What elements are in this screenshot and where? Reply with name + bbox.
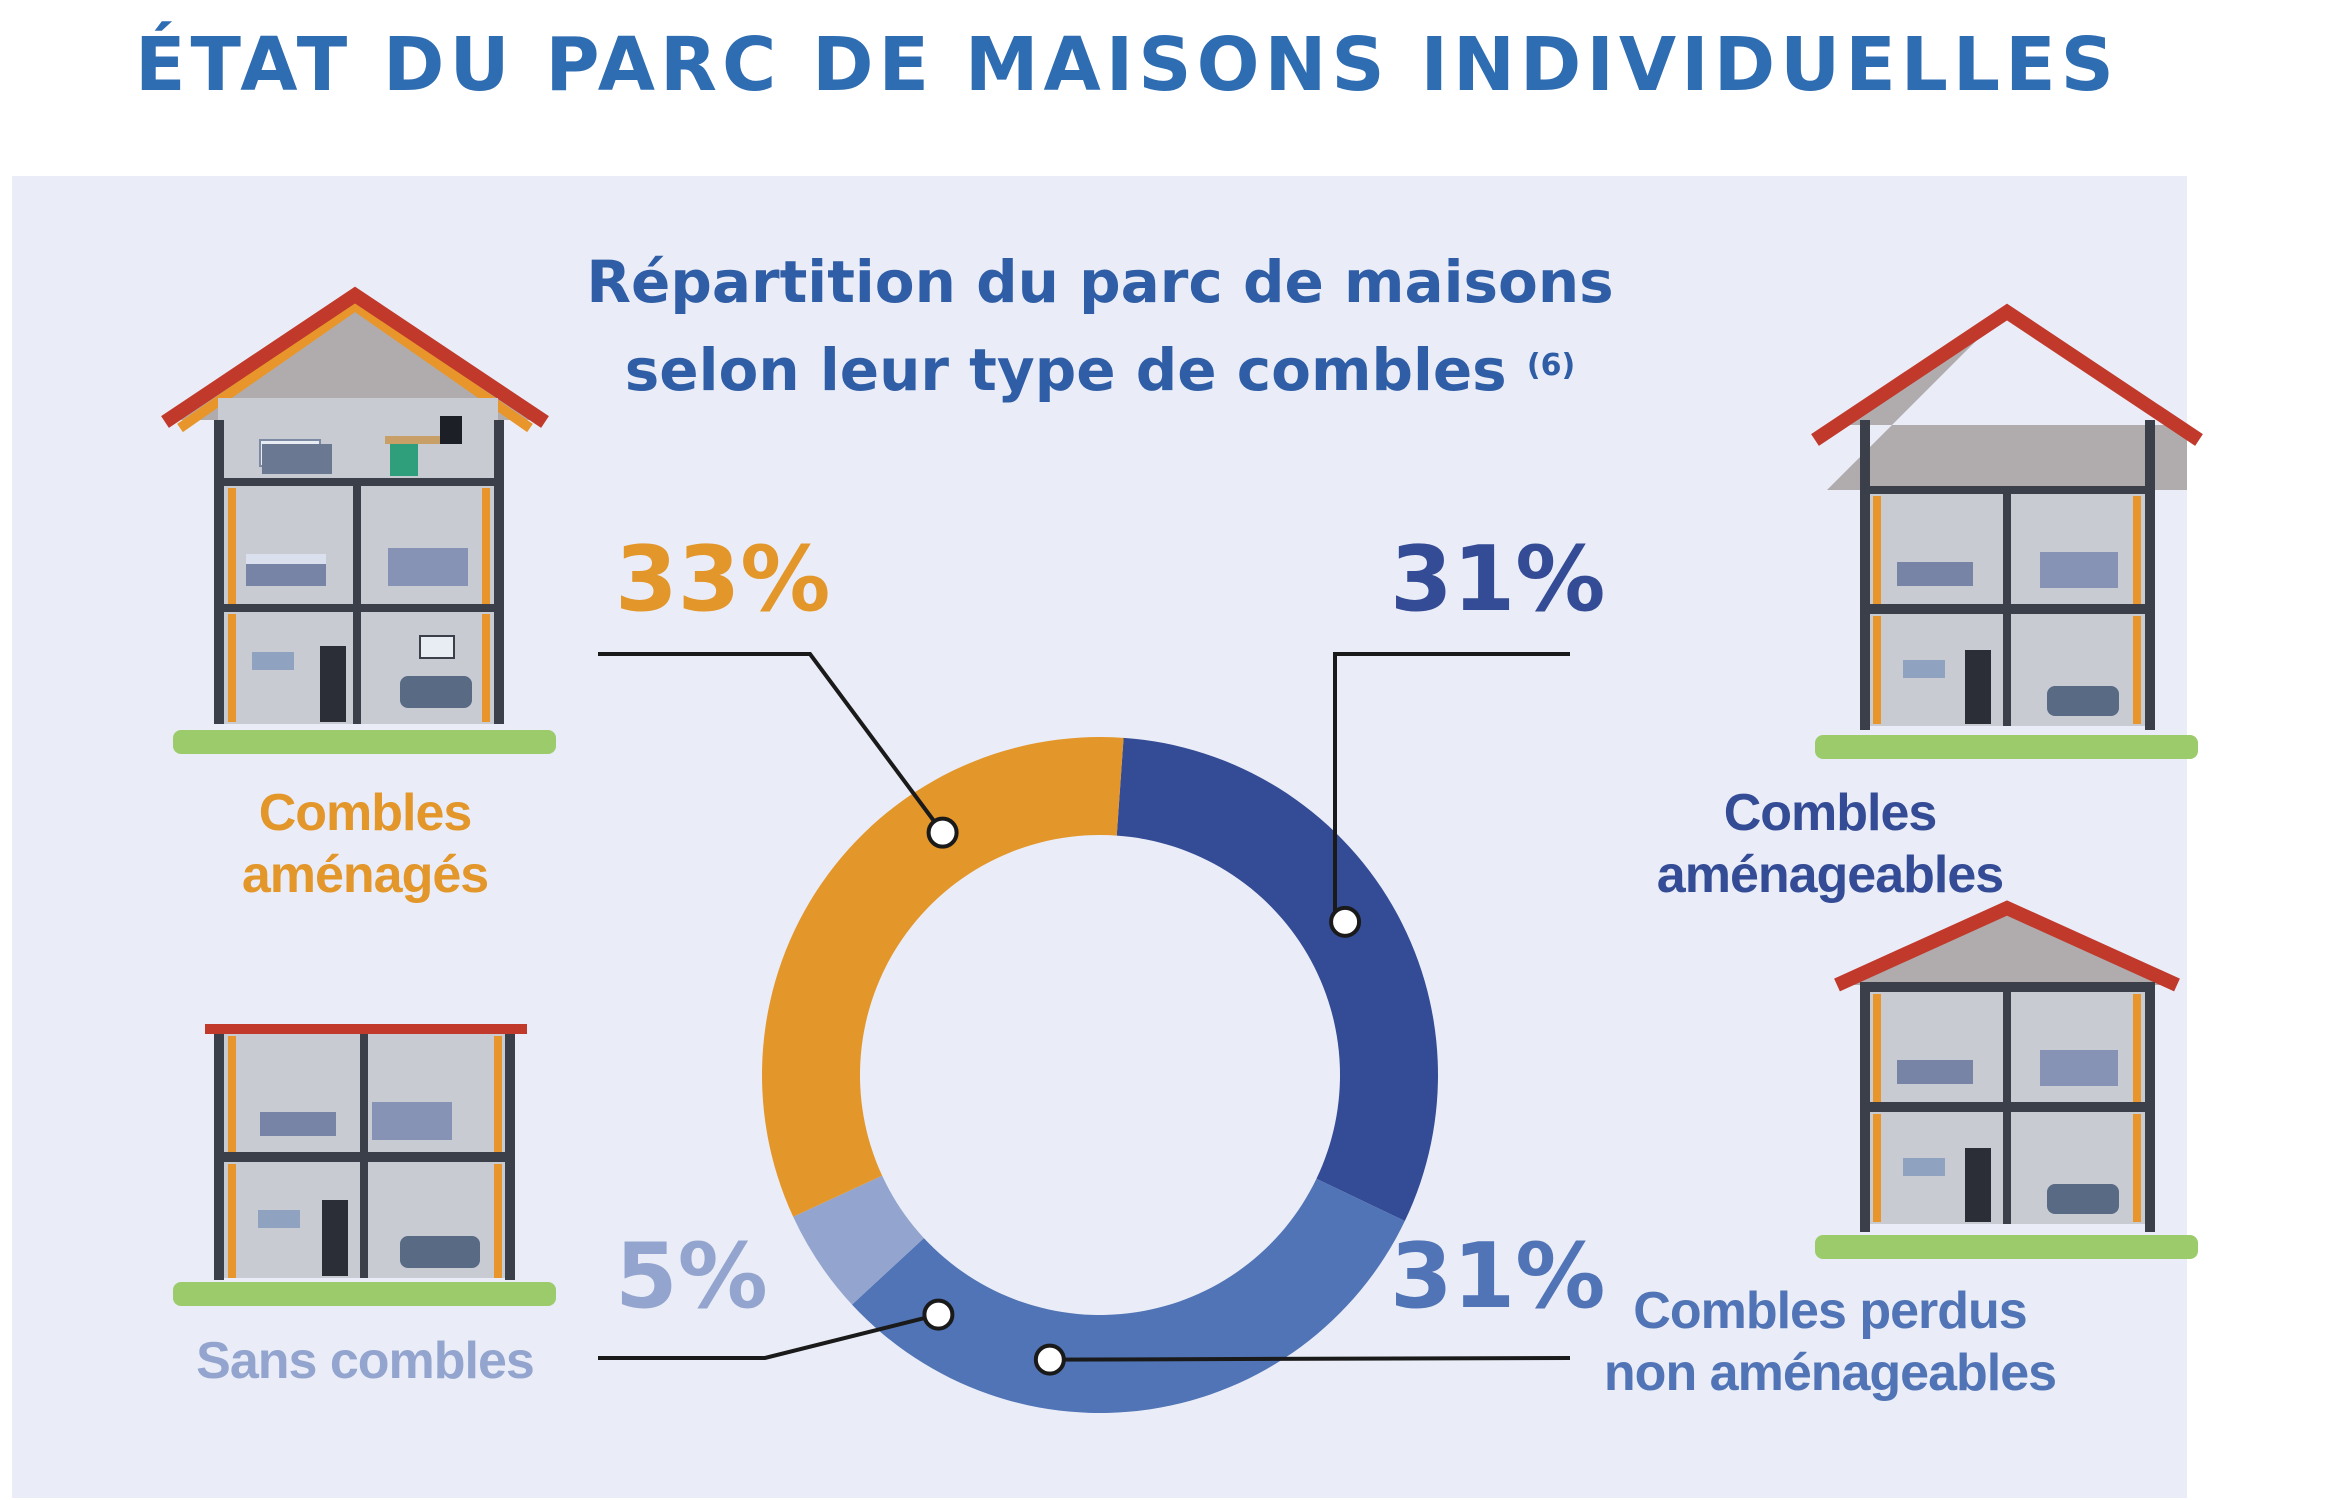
leader-line-1	[1049, 1356, 1571, 1362]
house-amenageables-icon	[1811, 303, 2203, 759]
label-perdus: Combles perdus non aménageables	[1603, 1282, 2057, 1403]
footnote-ref: (6)	[1526, 348, 1576, 383]
main-title: ÉTAT DU PARC DE MAISONS INDIVIDUELLES	[135, 22, 2119, 108]
house-sans-combles-icon	[173, 1024, 556, 1306]
chart-subtitle: Répartition du parc de maisons selon leu…	[440, 238, 1760, 414]
pct-sans-combles: 5%	[615, 1224, 768, 1329]
pct-perdus: 31%	[1390, 1224, 1606, 1329]
label-sans-combles: Sans combles	[196, 1332, 535, 1390]
chart-subtitle-line2: selon leur type de combles	[624, 336, 1507, 404]
chart-subtitle-line1: Répartition du parc de maisons	[586, 248, 1614, 316]
leader-dot-0	[1329, 905, 1362, 938]
donut-slice-1	[851, 1178, 1405, 1414]
leader-dot-2	[922, 1298, 955, 1331]
house-amenages-icon	[161, 286, 556, 754]
pct-amenageables: 31%	[1390, 527, 1606, 632]
donut-chart	[762, 737, 1438, 1414]
pct-amenages: 33%	[615, 527, 831, 632]
leader-line-2	[598, 1312, 939, 1360]
label-amenageables: Combles aménageables	[1656, 784, 2004, 905]
donut-slice-0	[1116, 737, 1438, 1222]
donut-slice-3	[762, 737, 1124, 1217]
leader-dot-1	[1033, 1343, 1066, 1376]
leader-lines	[598, 652, 1571, 1376]
donut-slice-2	[793, 1175, 924, 1305]
label-amenages: Combles aménagés	[241, 784, 489, 905]
leader-line-3	[598, 652, 945, 834]
house-perdus-icon	[1815, 900, 2198, 1259]
leader-dot-3	[926, 816, 959, 849]
